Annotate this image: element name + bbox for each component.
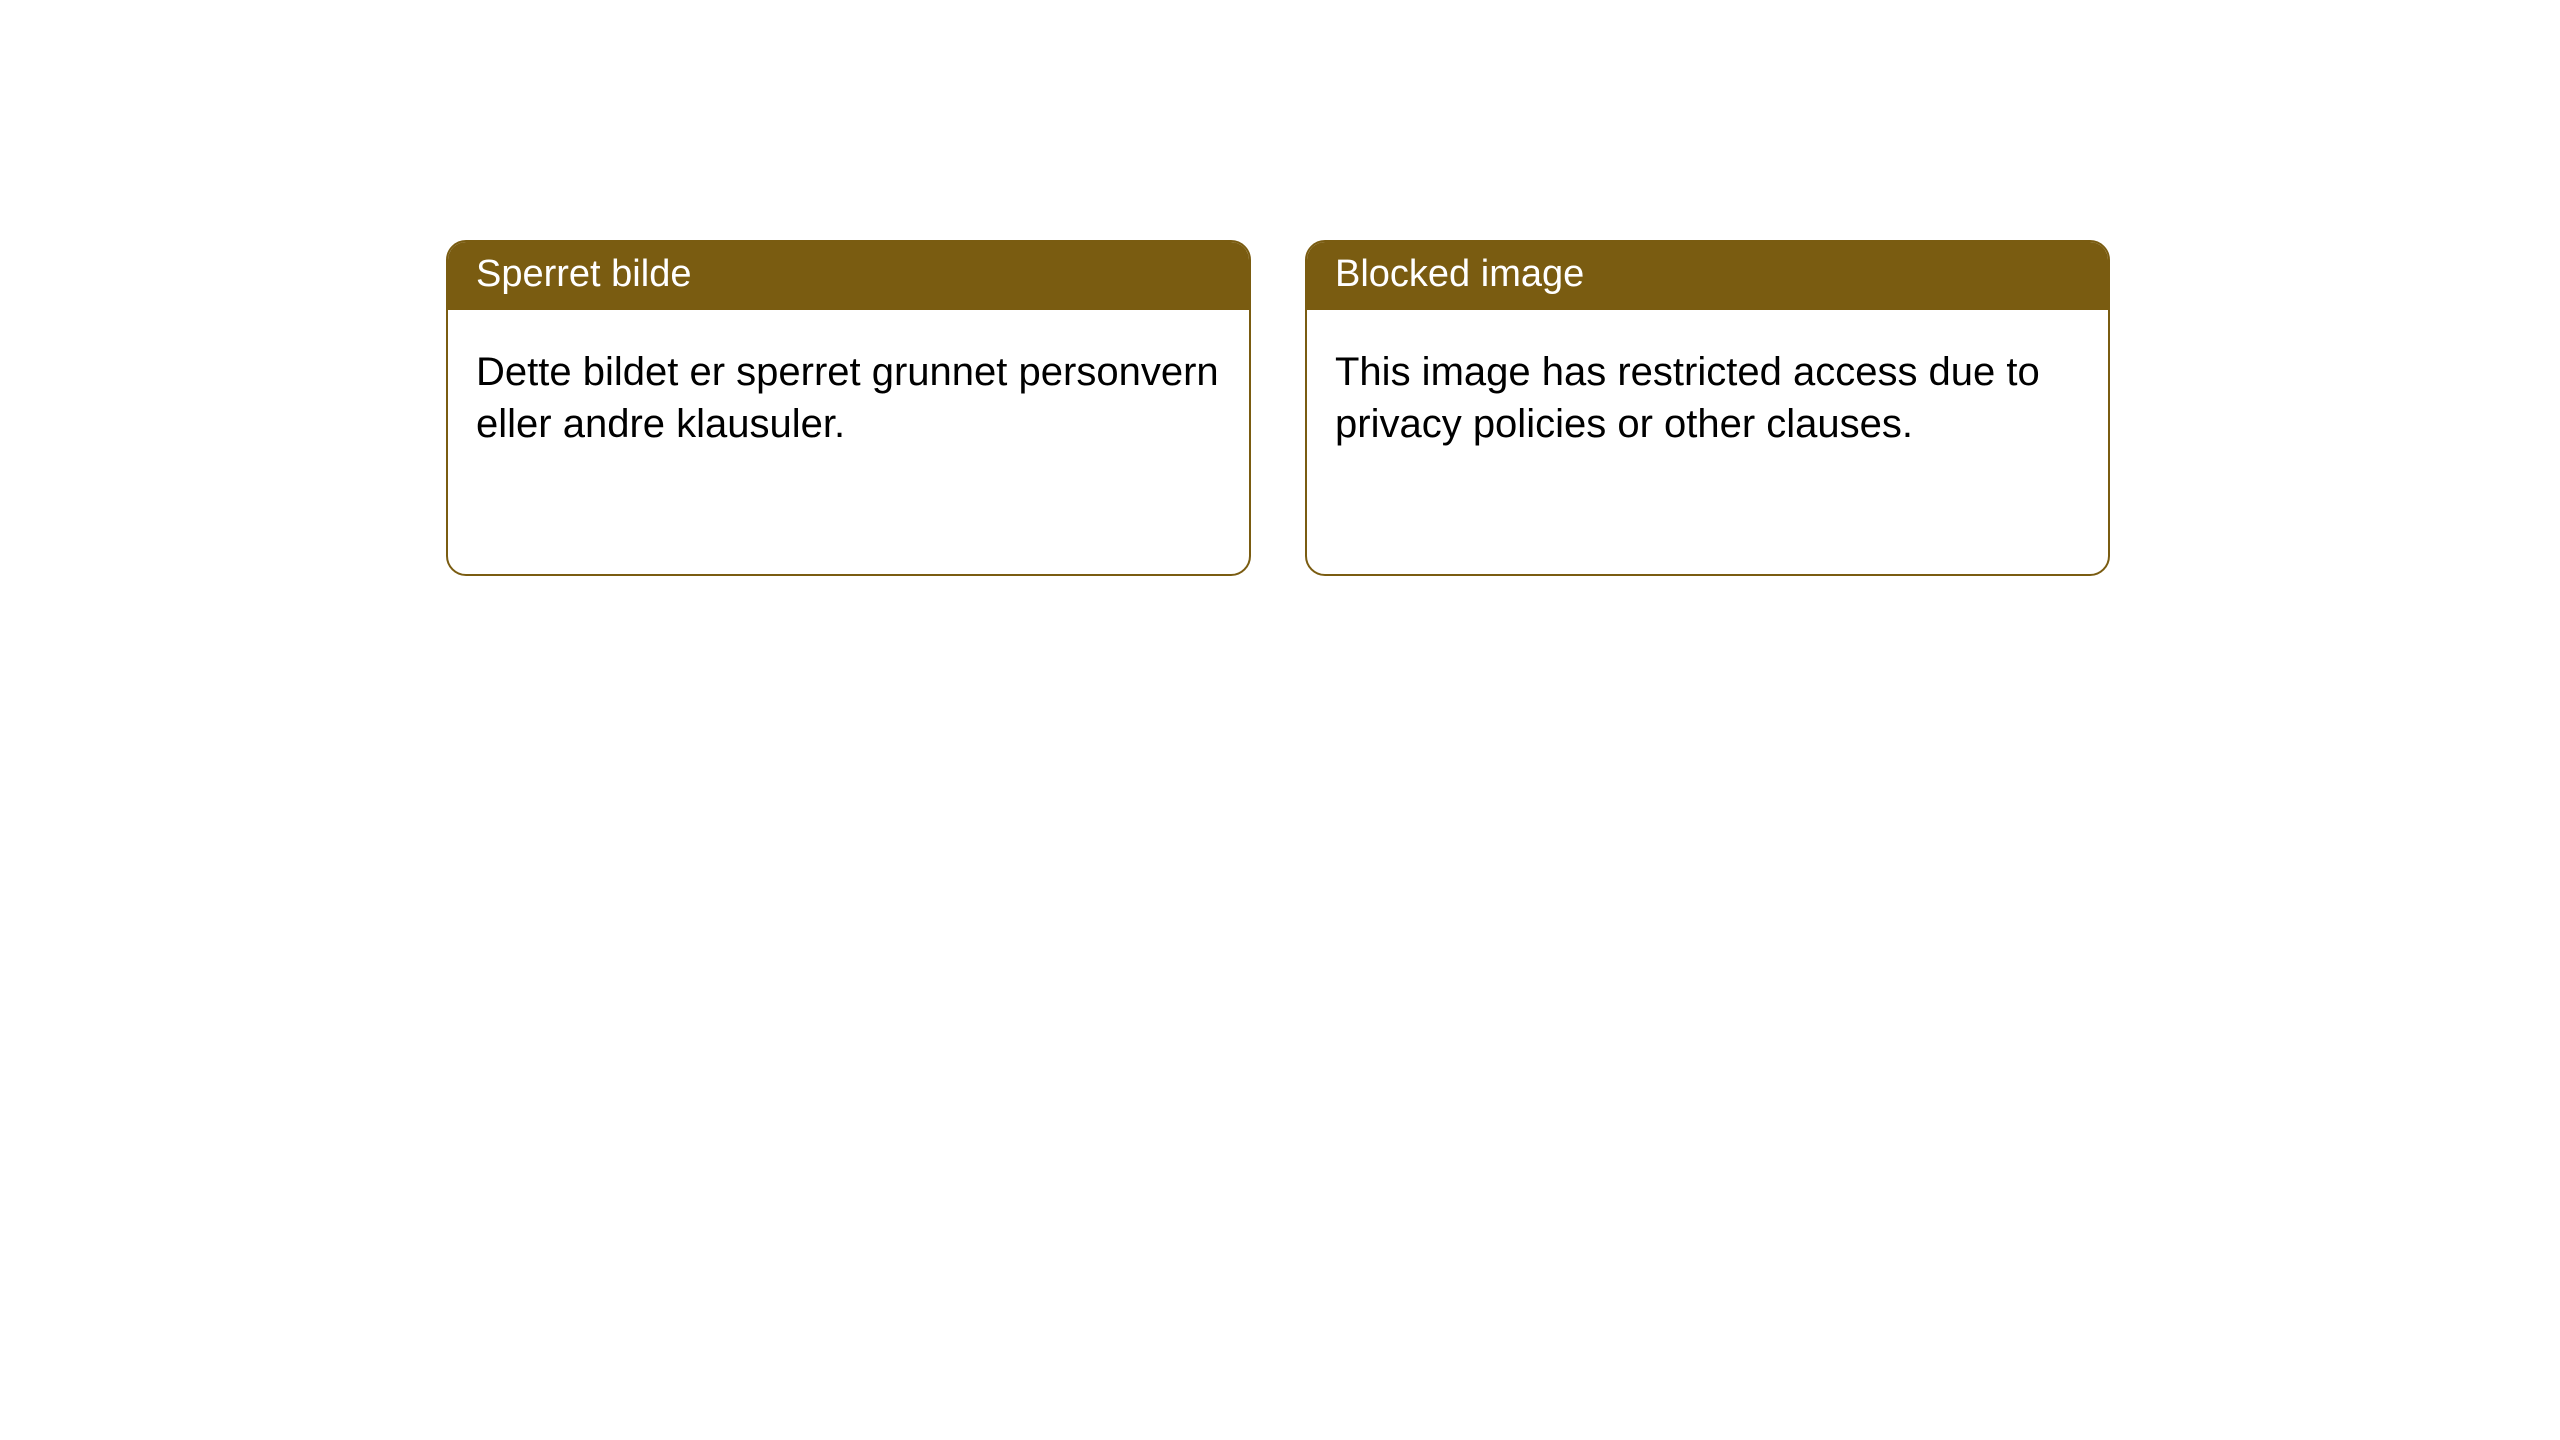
notice-card-english: Blocked image This image has restricted …	[1305, 240, 2110, 576]
notice-header: Sperret bilde	[448, 242, 1249, 310]
notice-card-norwegian: Sperret bilde Dette bildet er sperret gr…	[446, 240, 1251, 576]
notice-container: Sperret bilde Dette bildet er sperret gr…	[0, 0, 2560, 576]
notice-header: Blocked image	[1307, 242, 2108, 310]
notice-body: Dette bildet er sperret grunnet personve…	[448, 310, 1249, 486]
notice-body: This image has restricted access due to …	[1307, 310, 2108, 486]
